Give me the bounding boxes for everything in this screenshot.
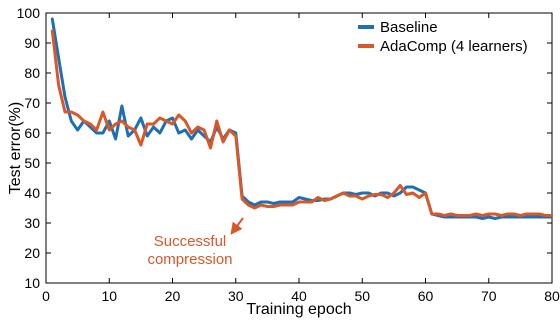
annotation-text: compression [147, 251, 232, 268]
y-tick-label: 60 [24, 125, 40, 141]
x-tick-label: 80 [544, 288, 560, 304]
y-tick-label: 10 [24, 275, 40, 291]
annotation-arrow [230, 217, 244, 235]
y-tick-label: 30 [24, 215, 40, 231]
y-tick-label: 80 [24, 65, 40, 81]
y-tick-label: 70 [24, 95, 40, 111]
x-tick-label: 10 [101, 288, 117, 304]
y-axis-label: Test error(%) [7, 102, 24, 194]
legend: Baseline AdaComp (4 learners) [358, 19, 528, 55]
series-lines [50, 17, 552, 220]
x-axis-label: Training epoch [246, 301, 351, 318]
x-axis: 0 10 20 30 40 50 60 70 80 [42, 13, 560, 304]
y-tick-label: 100 [17, 5, 41, 21]
x-tick-label: 50 [354, 288, 370, 304]
x-tick-label: 0 [42, 288, 50, 304]
y-tick-label: 90 [24, 35, 40, 51]
annotation-text: Successful [154, 233, 227, 250]
series-line-adacomp [50, 29, 552, 217]
legend-item-label: Baseline [380, 19, 438, 36]
x-tick-label: 30 [228, 288, 244, 304]
legend-item-label: AdaComp (4 learners) [380, 38, 528, 55]
x-tick-label: 20 [165, 288, 181, 304]
y-tick-label: 20 [24, 245, 40, 261]
y-tick-label: 40 [24, 185, 40, 201]
y-tick-label: 50 [24, 155, 40, 171]
y-axis: 10 20 30 40 50 60 70 80 90 100 [17, 5, 552, 291]
x-tick-label: 40 [291, 288, 307, 304]
x-tick-label: 60 [418, 288, 434, 304]
x-tick-label: 70 [481, 288, 497, 304]
